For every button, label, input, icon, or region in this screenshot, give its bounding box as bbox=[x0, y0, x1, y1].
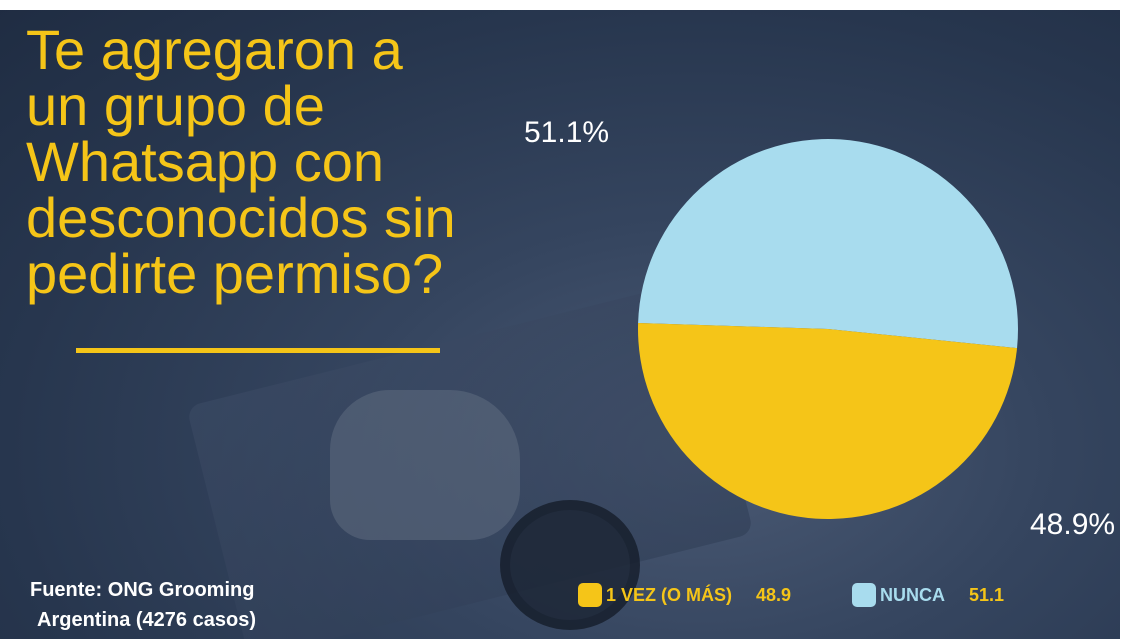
chart-title: Te agregaron a un grupo de Whatsapp con … bbox=[26, 18, 456, 305]
top-border bbox=[0, 0, 1128, 10]
legend-value: 48.9 bbox=[756, 584, 792, 605]
background-hand bbox=[330, 390, 520, 540]
legend-swatch-yellow bbox=[578, 583, 602, 607]
legend-swatch-blue bbox=[852, 583, 876, 607]
right-border bbox=[1120, 0, 1128, 639]
pie-slice-nunca bbox=[638, 139, 1018, 349]
legend-item-nunca: NUNCA 51.1 bbox=[852, 582, 1004, 608]
background-watch bbox=[500, 500, 640, 630]
data-label-una-vez: 48.9% bbox=[1030, 508, 1116, 541]
data-label-nunca: 51.1% bbox=[524, 116, 610, 149]
legend-item-una-vez: 1 VEZ (O MÁS) 48.9 bbox=[578, 582, 791, 608]
pie-slice-1-vez-o-m-s bbox=[638, 323, 1018, 520]
source-line-2: Argentina (4276 casos) bbox=[37, 609, 256, 631]
legend-label: NUNCA bbox=[880, 584, 945, 605]
legend-label: 1 VEZ (O MÁS) bbox=[606, 584, 733, 605]
source-note: Fuente: ONG Grooming Argentina (4276 cas… bbox=[30, 575, 256, 635]
title-underline bbox=[76, 348, 440, 353]
legend-value: 51.1 bbox=[969, 584, 1005, 605]
source-line-1: Fuente: ONG Grooming bbox=[30, 579, 255, 601]
